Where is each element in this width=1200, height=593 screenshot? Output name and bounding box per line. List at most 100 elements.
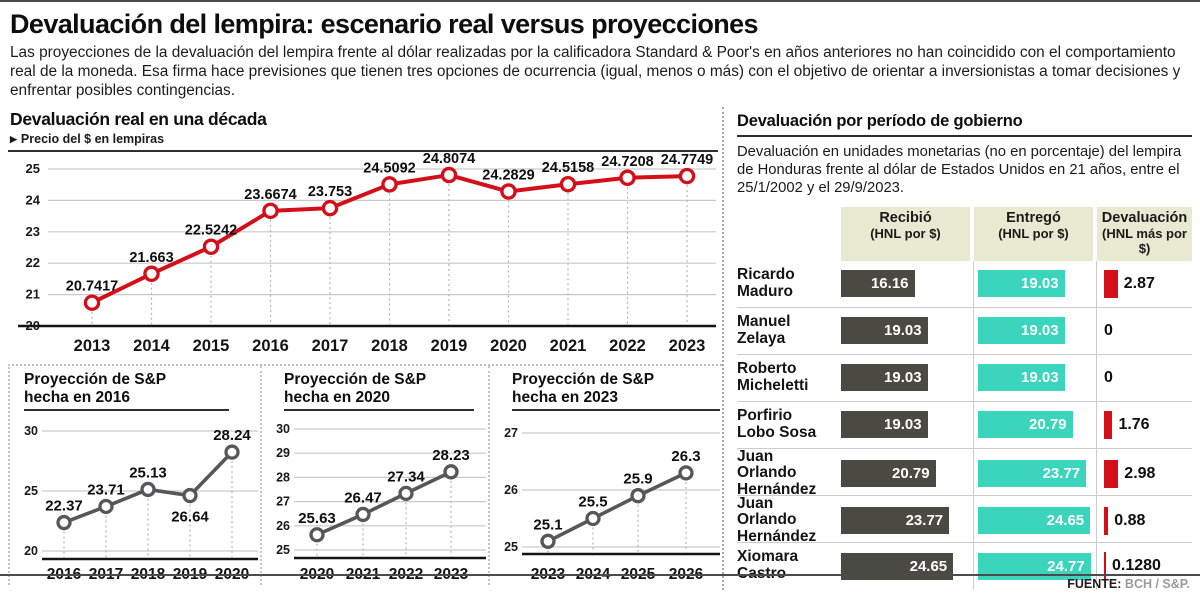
delivered-bar: 20.79: [978, 411, 1073, 438]
page-title: Devaluación del lempira: escenario real …: [10, 9, 759, 39]
svg-text:2017: 2017: [312, 337, 349, 355]
svg-text:22: 22: [26, 255, 40, 270]
svg-text:28: 28: [276, 470, 290, 484]
mini-divider: [512, 409, 720, 411]
svg-text:27: 27: [276, 495, 290, 509]
projection-2016-title: Proyección de S&P hecha en 2016: [24, 371, 167, 406]
gov-table-rows: Ricardo Maduro 16.16 19.03 2.87 Manuel Zelay…: [737, 260, 1192, 590]
devaluation-bar: [1104, 506, 1109, 535]
president-name: Manuel Zelaya: [737, 312, 791, 347]
svg-text:26: 26: [504, 483, 518, 497]
bottom-divider: [0, 574, 1200, 576]
svg-text:23: 23: [26, 224, 40, 239]
gov-table-row: Juan Orlando Hernández 23.77 24.65 0.88: [737, 495, 1192, 546]
svg-text:26.3: 26.3: [671, 448, 700, 465]
svg-text:24.7749: 24.7749: [661, 152, 713, 168]
delivered-bar: 19.03: [978, 270, 1065, 297]
real-decade-subtitle: ▶ Precio del $ en lempiras: [10, 132, 722, 146]
svg-text:25.13: 25.13: [129, 464, 167, 481]
svg-text:28.24: 28.24: [213, 427, 251, 444]
svg-text:30: 30: [276, 422, 290, 436]
svg-text:28.23: 28.23: [432, 447, 470, 464]
gov-panel-title: Devaluación por período de gobierno: [737, 112, 1023, 131]
svg-text:21.663: 21.663: [129, 250, 173, 266]
svg-text:26.47: 26.47: [344, 489, 382, 506]
column-header-recibio: Recibió (HNL por $): [841, 206, 970, 261]
projections-band: Proyección de S&P hecha en 2016 30 25 20 20…: [8, 364, 722, 585]
devaluation-bar: [1104, 269, 1118, 298]
devaluation-value: 0.88: [1114, 511, 1146, 529]
bullet-arrow-icon: ▶: [10, 133, 17, 144]
received-bar: 20.79: [841, 460, 936, 488]
mini-divider: [284, 409, 474, 411]
svg-text:20.7417: 20.7417: [66, 279, 118, 295]
svg-text:20: 20: [24, 544, 38, 558]
svg-text:2019: 2019: [431, 337, 468, 355]
president-name: Xiomara Castro: [737, 548, 799, 582]
projection-2020-title: Proyección de S&P hecha en 2020: [284, 371, 427, 406]
column-header-devaluacion: Devaluación (HNL más por $): [1097, 206, 1192, 261]
projection-2020-block: Proyección de S&P hecha en 2020 30 29 28 27…: [260, 366, 488, 585]
svg-text:24.8074: 24.8074: [423, 151, 475, 167]
svg-text:26.64: 26.64: [171, 509, 209, 526]
received-bar: 19.03: [841, 364, 928, 391]
gov-table-row: Roberto Micheletti 19.03 19.03 0: [737, 354, 1192, 402]
delivered-bar: 24.65: [978, 507, 1091, 535]
devaluation-bar: [1104, 459, 1119, 488]
delivered-bar: 19.03: [978, 317, 1065, 344]
svg-text:2018: 2018: [371, 337, 408, 355]
svg-text:2016: 2016: [252, 337, 289, 355]
svg-text:25: 25: [276, 543, 290, 557]
svg-text:2020: 2020: [490, 337, 527, 355]
source-credit: FUENTE: BCH / S&P.: [1067, 577, 1190, 591]
svg-text:27: 27: [504, 426, 518, 440]
charts-column: Devaluación real en una década ▶ Precio …: [8, 107, 724, 590]
devaluation-value: 0: [1104, 321, 1113, 339]
svg-text:24.5158: 24.5158: [542, 160, 594, 176]
delivered-bar: 23.77: [978, 460, 1087, 488]
gov-table-row: Porfirio Lobo Sosa 19.03 20.79 1.76: [737, 401, 1192, 449]
svg-text:26: 26: [276, 519, 290, 533]
president-name: Porfirio Lobo Sosa: [737, 406, 817, 441]
real-decade-subtitle-text: Precio del $ en lempiras: [20, 132, 165, 147]
svg-text:2021: 2021: [550, 337, 587, 355]
svg-text:22.37: 22.37: [45, 498, 83, 515]
svg-text:30: 30: [24, 424, 38, 438]
svg-text:25.5: 25.5: [578, 494, 607, 511]
gov-table-row: Ricardo Maduro 16.16 19.03 2.87: [737, 260, 1192, 308]
svg-text:22.5242: 22.5242: [185, 223, 237, 239]
president-name: Juan Orlando Hernández: [737, 447, 817, 498]
svg-text:2013: 2013: [74, 337, 111, 355]
real-decade-title: Devaluación real en una década: [10, 109, 267, 130]
svg-text:23.6674: 23.6674: [244, 187, 296, 203]
devaluation-bar: [1104, 552, 1106, 580]
projection-2023-block: Proyección de S&P hecha en 2023 27 26 25 20…: [488, 366, 722, 585]
delivered-bar: 19.03: [978, 364, 1065, 391]
devaluation-value: 0.1280: [1112, 557, 1161, 574]
column-header-entrego: Entregó (HNL por $): [974, 206, 1093, 261]
section-divider: [8, 150, 718, 153]
section-divider: [737, 135, 1192, 138]
svg-text:25.1: 25.1: [533, 516, 562, 533]
svg-text:25.63: 25.63: [298, 510, 336, 527]
devaluation-value: 2.98: [1124, 464, 1156, 482]
svg-text:21: 21: [26, 287, 40, 302]
gov-table-row: Juan Orlando Hernández 20.79 23.77 2.98: [737, 447, 1192, 499]
svg-text:24.2829: 24.2829: [482, 168, 534, 184]
header-spacer: [737, 207, 841, 261]
content: Devaluación real en una década ▶ Precio …: [8, 107, 1192, 590]
svg-text:25.9: 25.9: [623, 471, 652, 488]
received-bar: 19.03: [841, 317, 928, 344]
president-name: Ricardo Maduro: [737, 265, 795, 300]
projection-2016-block: Proyección de S&P hecha en 2016 30 25 20 20…: [10, 366, 260, 585]
devaluation-bar: [1104, 410, 1113, 439]
president-name: Roberto Micheletti: [737, 359, 809, 394]
gov-table-row: Manuel Zelaya 19.03 19.03 0: [737, 307, 1192, 355]
svg-text:24.7208: 24.7208: [601, 154, 653, 170]
received-bar: 19.03: [841, 411, 928, 438]
government-panel: Devaluación por período de gobierno Deva…: [724, 107, 1192, 590]
